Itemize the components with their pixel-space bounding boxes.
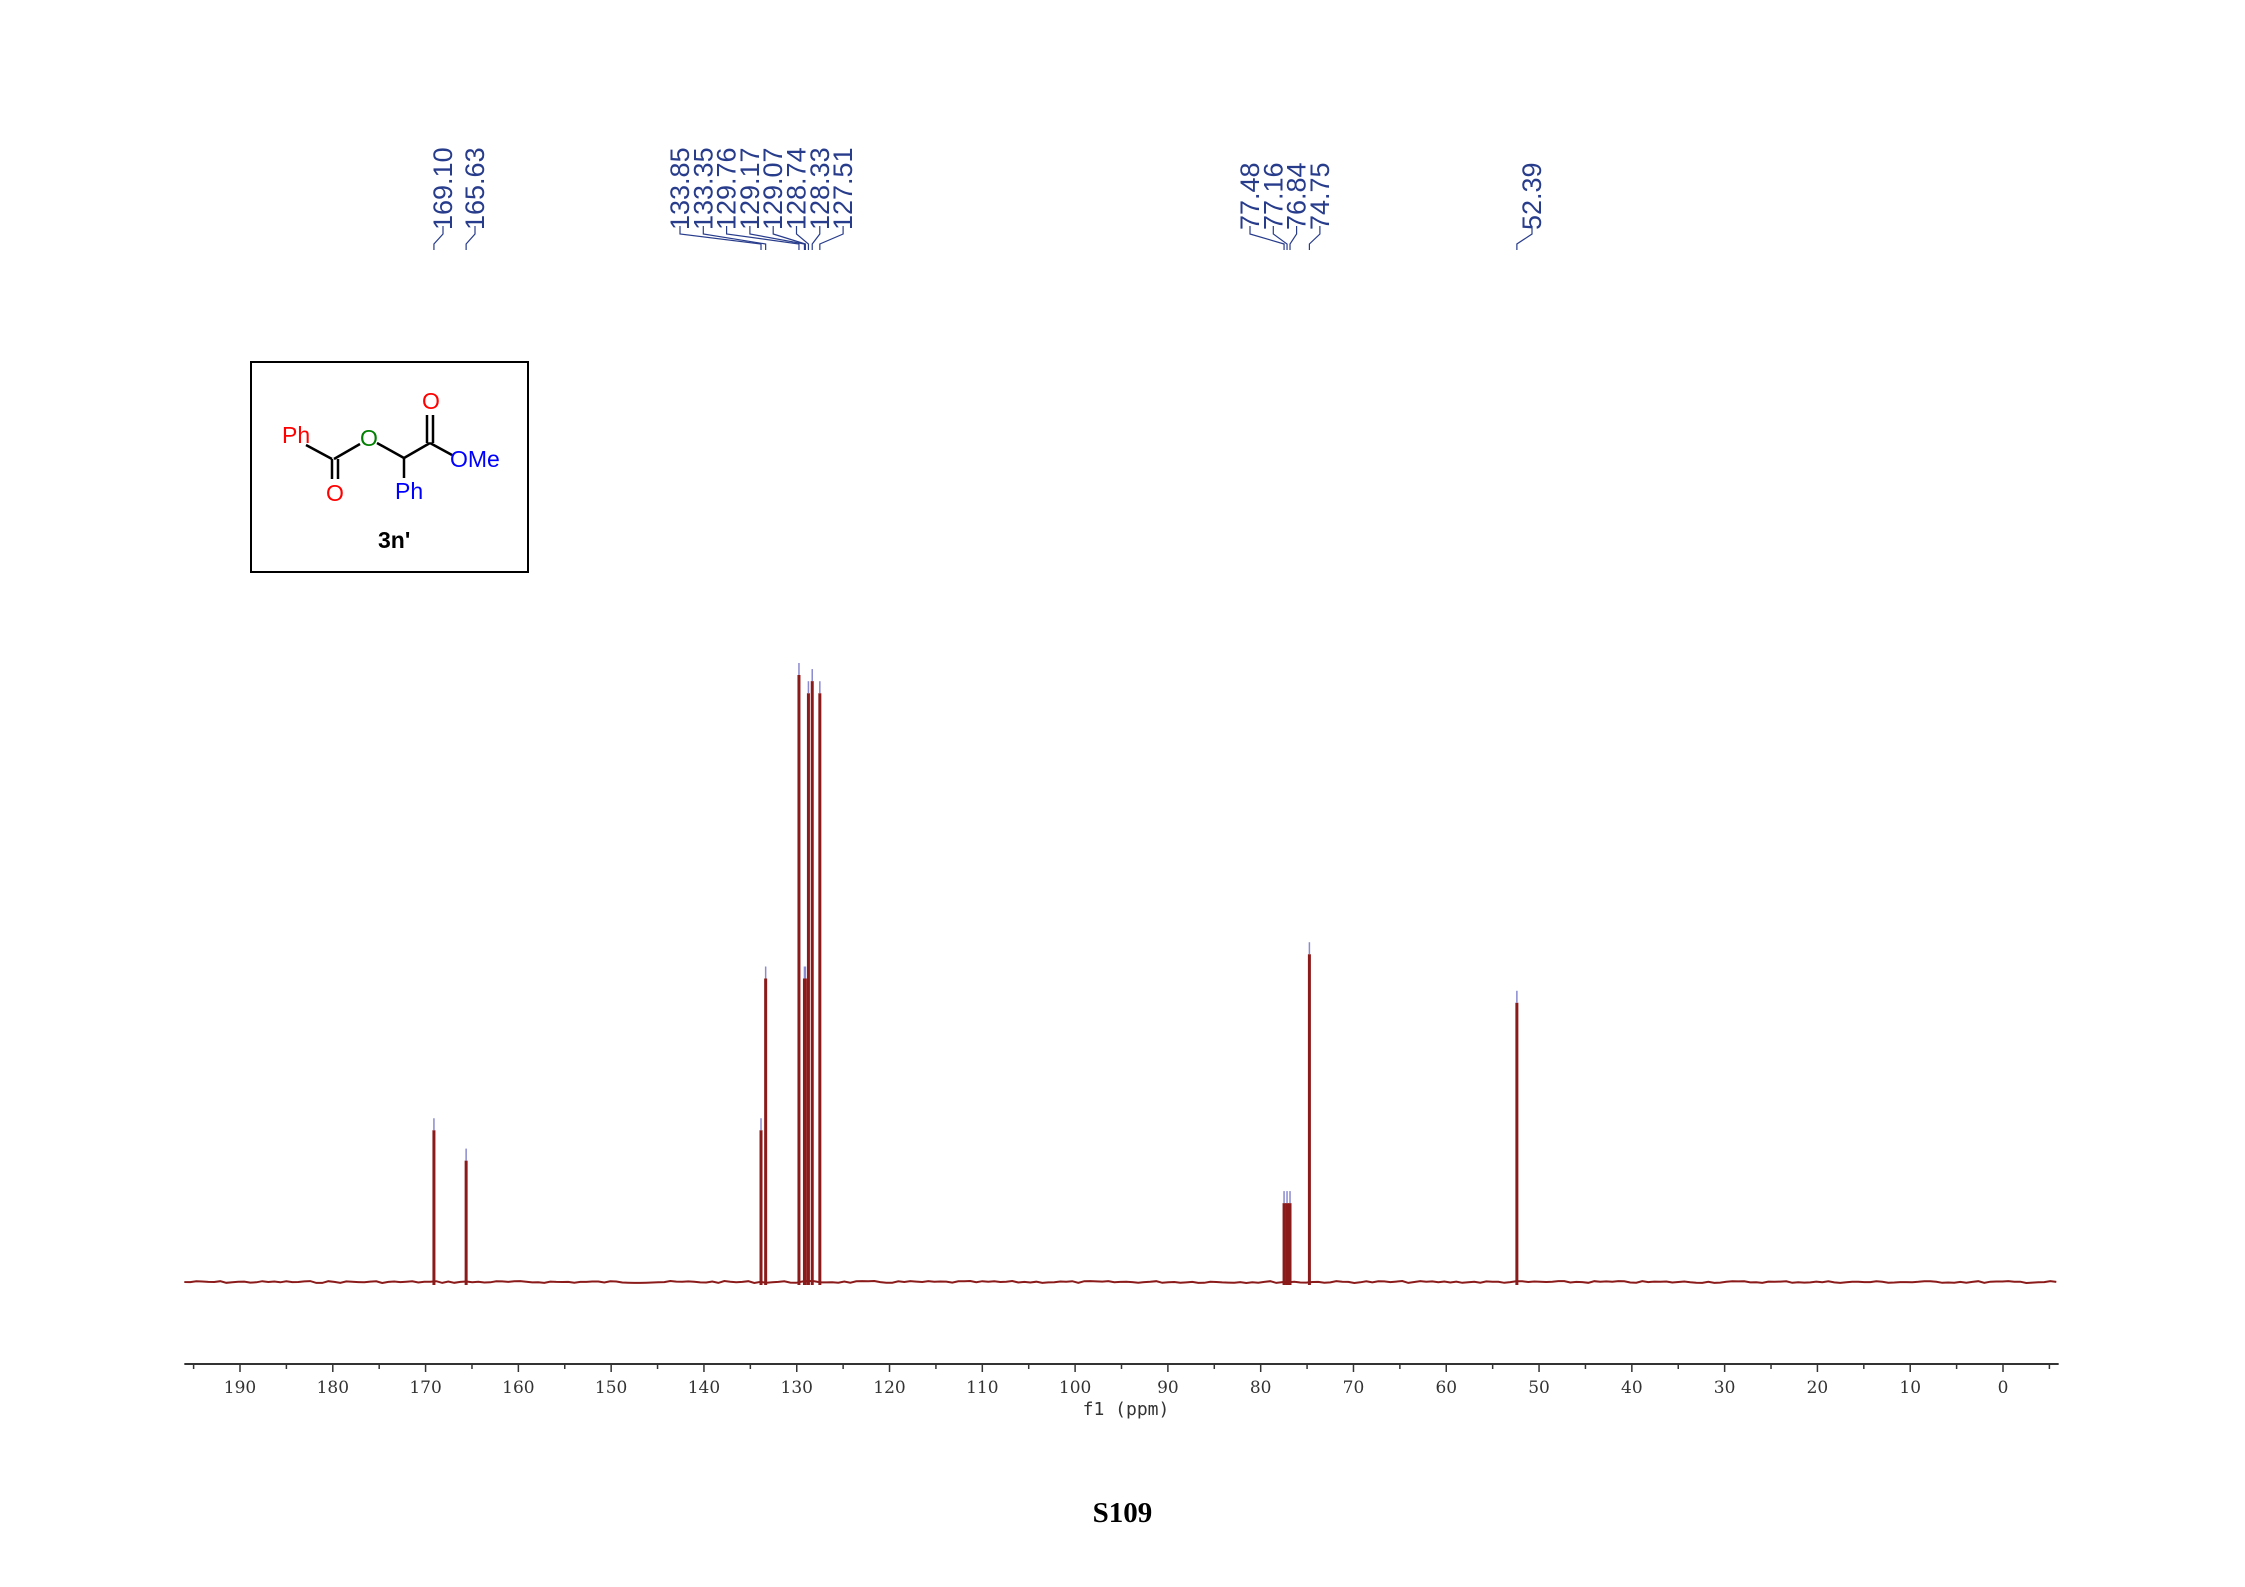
peak-label-connector xyxy=(819,226,844,250)
peak-label: 128.33 xyxy=(805,147,835,230)
x-tick-label: 90 xyxy=(1157,1378,1179,1398)
spectrum-trace xyxy=(184,663,2057,1285)
structure-box: Ph O O OMe O Ph 3n' xyxy=(250,361,529,573)
peak-label: 76.84 xyxy=(1282,162,1312,230)
peak-label-connector xyxy=(702,226,767,250)
bond xyxy=(376,441,405,460)
peak-label: 52.39 xyxy=(1517,162,1547,230)
x-tick-label: 100 xyxy=(1059,1378,1091,1398)
x-axis: 190 180 170 160 150 140 130 120 110 100 90 80 70 60 50… xyxy=(184,1363,2059,1398)
x-tick-label: 110 xyxy=(966,1378,998,1398)
peak-label-connector xyxy=(811,226,821,250)
peak-label-connector xyxy=(772,226,806,250)
peak-label: 74.75 xyxy=(1305,162,1335,230)
peak-label: 128.74 xyxy=(782,147,812,230)
peak-label-connector xyxy=(1249,226,1285,250)
x-tick-label: 130 xyxy=(781,1378,813,1398)
chemical-structure: Ph O O OMe O Ph 3n' xyxy=(282,388,500,553)
peak-label: 169.10 xyxy=(428,147,458,230)
peak-label: 129.07 xyxy=(758,147,788,230)
peak-label-connector xyxy=(726,226,800,250)
spectrum-baseline xyxy=(184,1279,2057,1285)
x-tick-label: 30 xyxy=(1714,1378,1736,1398)
x-tick-label: 180 xyxy=(317,1378,349,1398)
carbonyl-oxygen-label: O xyxy=(326,480,344,506)
x-tick-label: 150 xyxy=(595,1378,627,1398)
page-number: S109 xyxy=(1092,1497,1153,1529)
peak-label: 165.63 xyxy=(460,147,490,230)
bond xyxy=(305,443,333,461)
x-tick-label: 190 xyxy=(224,1378,256,1398)
x-tick-label: 0 xyxy=(1998,1378,2009,1398)
peak-label-connectors xyxy=(433,226,1533,250)
x-tick-label: 140 xyxy=(688,1378,720,1398)
methoxy-group-label: OMe xyxy=(450,446,500,472)
peak-label: 127.51 xyxy=(828,147,858,230)
peak-label: 133.85 xyxy=(665,147,695,230)
peak-label-connector xyxy=(1289,226,1298,250)
compound-label: 3n' xyxy=(378,527,410,553)
peak-label: 77.16 xyxy=(1258,162,1288,230)
peak-label-connector xyxy=(679,226,762,250)
phenyl-group-label: Ph xyxy=(282,422,310,448)
peak-label-connector xyxy=(465,226,476,250)
x-tick-label: 80 xyxy=(1250,1378,1272,1398)
x-tick-label: 160 xyxy=(502,1378,534,1398)
peak-label: 129.17 xyxy=(735,147,765,230)
x-tick-label: 120 xyxy=(873,1378,905,1398)
bond xyxy=(403,441,431,460)
peak-label: 77.48 xyxy=(1235,162,1265,230)
x-tick-label: 170 xyxy=(409,1378,441,1398)
peak-label-connector xyxy=(433,226,444,250)
peak-label-connector xyxy=(1516,226,1533,250)
bond xyxy=(333,442,361,461)
carbonyl-oxygen-label: O xyxy=(422,388,440,414)
phenyl-substituent-label: Ph xyxy=(395,478,423,504)
peak-label-connector xyxy=(795,226,810,250)
x-tick-label: 50 xyxy=(1528,1378,1550,1398)
peak-label-connector xyxy=(1308,226,1321,250)
x-tick-label: 70 xyxy=(1343,1378,1365,1398)
ether-oxygen-label: O xyxy=(360,425,378,451)
x-tick-label: 20 xyxy=(1807,1378,1829,1398)
peak-label: 129.76 xyxy=(712,147,742,230)
peak-label-connector xyxy=(749,226,806,250)
peak-label: 133.35 xyxy=(688,147,718,230)
x-tick-label: 60 xyxy=(1435,1378,1457,1398)
x-axis-label: f1 (ppm) xyxy=(1083,1399,1170,1420)
bond xyxy=(429,441,453,457)
x-tick-label: 10 xyxy=(1899,1378,1921,1398)
x-tick-label: 40 xyxy=(1621,1378,1643,1398)
peak-labels: 169.10 165.63 133.85133.35129.76129.17129.… xyxy=(428,147,1547,230)
peak-label-connector xyxy=(1272,226,1288,250)
